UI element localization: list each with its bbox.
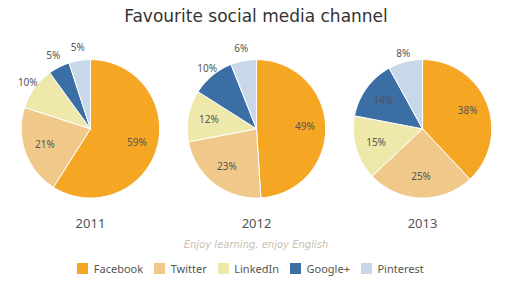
svg-text:2013: 2013 xyxy=(408,214,438,232)
svg-text:2011: 2011 xyxy=(76,214,106,232)
html-text:Enjoy learning, enjoy English: Enjoy learning, enjoy English xyxy=(183,239,329,250)
html-text:Twitter: Twitter xyxy=(170,261,207,276)
svg-text:8%: 8% xyxy=(396,46,410,60)
svg-text:25%: 25% xyxy=(411,169,431,183)
svg-text:5%: 5% xyxy=(71,40,85,54)
svg-text:21%: 21% xyxy=(35,137,55,151)
svg-text:6%: 6% xyxy=(234,41,248,55)
html-text:LinkedIn: LinkedIn xyxy=(234,261,279,276)
svg-text:14%: 14% xyxy=(373,93,393,107)
svg-text:12%: 12% xyxy=(199,112,219,126)
svg-text:10%: 10% xyxy=(18,75,38,89)
svg-text:10%: 10% xyxy=(197,61,217,75)
svg-text:38%: 38% xyxy=(458,103,478,117)
svg-text:49%: 49% xyxy=(295,119,315,133)
svg-text:23%: 23% xyxy=(217,159,237,173)
svg-text:5%: 5% xyxy=(46,48,60,62)
html-text:Favourite social media channel: Favourite social media channel xyxy=(124,6,388,26)
svg-text:2012: 2012 xyxy=(242,214,272,232)
html-text:Pinterest: Pinterest xyxy=(377,261,424,276)
html-text:Facebook: Facebook xyxy=(93,261,144,276)
svg-text:15%: 15% xyxy=(366,135,386,149)
svg-text:59%: 59% xyxy=(127,135,147,149)
html-text:Google+: Google+ xyxy=(306,261,350,276)
